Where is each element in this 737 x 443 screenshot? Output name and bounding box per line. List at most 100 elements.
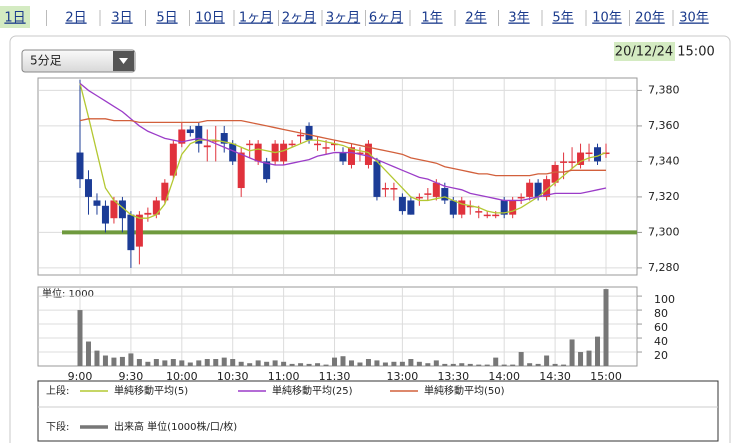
- tab[interactable]: 20年: [635, 11, 665, 26]
- candle-body: [144, 212, 152, 215]
- volume-bar: [510, 364, 516, 366]
- volume-bar: [561, 364, 567, 366]
- volume-bar: [102, 355, 108, 366]
- candle-body: [475, 211, 483, 213]
- volume-bar: [578, 352, 584, 366]
- volume-bar: [459, 363, 465, 366]
- candle-body: [229, 143, 237, 162]
- volume-bar: [204, 359, 210, 366]
- candle-body: [178, 129, 186, 144]
- dropdown-box[interactable]: [21, 49, 136, 73]
- volume-bar: [323, 364, 329, 366]
- volume-bar: [425, 363, 431, 366]
- tab[interactable]: 6ヶ月: [369, 11, 403, 26]
- tab-selected-bg[interactable]: [0, 6, 30, 28]
- volume-bar: [272, 360, 278, 366]
- volume-bar: [476, 364, 482, 366]
- volume-bar: [298, 363, 304, 366]
- tab[interactable]: 5年: [552, 11, 573, 26]
- x-tick-label: 14:00: [488, 370, 520, 383]
- candle-body: [93, 200, 101, 206]
- volume-bar: [179, 360, 185, 366]
- candle-body: [161, 182, 169, 201]
- volume-bar: [77, 310, 83, 366]
- legend-label: 単純移動平均(25): [272, 384, 353, 397]
- moving-average-line: [79, 83, 607, 219]
- volume-bar: [85, 341, 91, 366]
- y-tick-label: 7,340: [648, 154, 680, 167]
- tab[interactable]: 1日: [4, 11, 25, 26]
- volume-bar: [94, 350, 100, 366]
- candle-body: [212, 140, 220, 142]
- tab[interactable]: 3日: [111, 11, 132, 26]
- y-tick-label: 7,300: [648, 225, 680, 238]
- candle-body: [585, 152, 593, 155]
- tab[interactable]: 3ヶ月: [326, 11, 360, 26]
- candle-body: [280, 143, 288, 162]
- volume-bar: [332, 357, 338, 366]
- x-tick-label: 13:30: [437, 370, 469, 383]
- tab[interactable]: 10日: [195, 11, 225, 26]
- y-tick-label: 40: [654, 335, 668, 348]
- candle-body: [101, 205, 109, 224]
- candle-body: [577, 152, 585, 165]
- x-tick-label: 10:00: [166, 370, 198, 383]
- volume-bar: [399, 361, 405, 366]
- volume-bar: [493, 357, 499, 366]
- candle-body: [500, 200, 508, 215]
- volume-unit-label: 単位: 1000: [42, 287, 94, 300]
- candle-body: [237, 152, 245, 189]
- candle-body: [526, 182, 534, 197]
- candle-body: [407, 200, 415, 215]
- y-tick-label: 7,280: [648, 261, 680, 274]
- legend-upper: 上段:: [46, 384, 69, 397]
- volume-bar: [247, 363, 253, 366]
- candle-body: [254, 143, 262, 162]
- volume-bar: [187, 362, 193, 366]
- tab[interactable]: 2ヶ月: [282, 11, 316, 26]
- y-tick-label: 7,360: [648, 119, 680, 132]
- tab[interactable]: 1ヶ月: [239, 11, 273, 26]
- volume-bar: [382, 362, 388, 366]
- volume-bar: [416, 361, 422, 366]
- tab[interactable]: 2日: [65, 11, 86, 26]
- x-tick-label: 10:30: [217, 370, 249, 383]
- candle-body: [288, 143, 296, 146]
- x-tick-label: 11:30: [319, 370, 351, 383]
- volume-bar: [128, 353, 134, 366]
- candle-body: [110, 200, 118, 219]
- tab[interactable]: 2年: [465, 11, 486, 26]
- dropdown-label[interactable]: 5分足: [30, 54, 62, 68]
- tab[interactable]: 1年: [421, 11, 442, 26]
- candle-body: [483, 214, 491, 217]
- tab[interactable]: 5日: [156, 11, 177, 26]
- volume-bar: [170, 359, 176, 366]
- x-tick-label: 9:00: [68, 370, 93, 383]
- candle-body: [297, 134, 305, 137]
- tab[interactable]: 30年: [679, 11, 709, 26]
- legend-label: 単純移動平均(50): [424, 384, 505, 397]
- candle-body: [203, 145, 211, 148]
- tab[interactable]: 3年: [508, 11, 529, 26]
- candle-body: [602, 152, 610, 155]
- moving-average-line: [79, 118, 606, 177]
- x-tick-label: 15:00: [590, 370, 622, 383]
- candle-body: [195, 125, 203, 144]
- tab[interactable]: 10年: [592, 11, 622, 26]
- candle-body: [543, 179, 551, 197]
- candle-body: [441, 188, 449, 201]
- candle-body: [347, 147, 355, 165]
- y-tick-label: 20: [654, 349, 668, 362]
- legend-label: 出来高 単位(1000株/口/枚): [114, 420, 237, 433]
- volume-bar: [213, 359, 219, 366]
- volume-bar: [442, 363, 448, 366]
- legend-box: [37, 380, 719, 442]
- dropdown[interactable]: 5分足: [21, 49, 136, 73]
- dropdown-arrow[interactable]: [119, 58, 128, 64]
- candle-body: [322, 147, 330, 149]
- candle-body: [356, 152, 364, 155]
- candle-body: [364, 143, 372, 165]
- candle-body: [118, 200, 126, 219]
- volume-bar: [119, 356, 125, 366]
- candle-body: [568, 161, 576, 163]
